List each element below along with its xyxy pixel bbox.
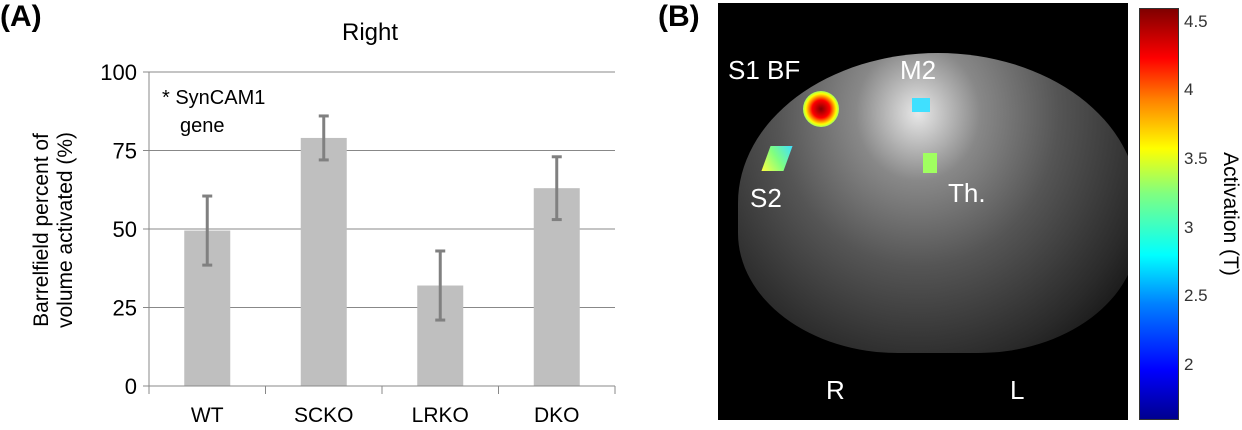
y-tick-label: 0 [125, 374, 137, 399]
label-s2: S2 [750, 183, 782, 213]
label-th: Th. [948, 178, 986, 208]
colorbar-tick-label: 3 [1184, 217, 1194, 237]
x-tick-label: LRKO [412, 404, 469, 427]
colorbar-tick-label: 4 [1184, 80, 1194, 100]
m2-activation [912, 98, 930, 112]
label-s1bf: S1 BF [728, 55, 801, 85]
colorbar-tick-label: 3.5 [1184, 149, 1208, 169]
x-tick-label: SCKO [294, 404, 354, 427]
panel-b-label: (B) [658, 0, 700, 33]
label-right: R [826, 375, 845, 405]
y-tick-label: 25 [113, 296, 137, 321]
label-left: L [1010, 375, 1025, 405]
y-axis-label-line1: Barrelfield percent of [30, 133, 53, 327]
y-tick-label: 100 [100, 60, 137, 85]
brain-activation-map: S1 BF M2 S2 Th. R L [718, 3, 1128, 420]
th-activation [923, 153, 937, 173]
colorbar-tick-label: 2 [1184, 355, 1194, 375]
panel-a-label: (A) [0, 0, 42, 33]
x-tick-label: DKO [534, 404, 580, 427]
label-m2: M2 [900, 55, 937, 85]
bar-chart: Right Barrelfield percent of volume acti… [30, 19, 616, 427]
brain-slice [738, 53, 1128, 353]
colorbar [1139, 8, 1179, 420]
colorbar-tick-label: 4.5 [1184, 11, 1208, 31]
s1bf-activation [803, 91, 839, 127]
colorbar-label: Activation (T) [1219, 152, 1242, 276]
annotation-line1: * SynCAM1 [162, 87, 265, 109]
y-axis-label-line2: volume activated (%) [54, 132, 77, 328]
colorbar-tick-label: 2.5 [1184, 286, 1208, 306]
bar-scko [300, 137, 347, 386]
y-tick-label: 50 [113, 217, 137, 242]
y-tick-label: 75 [113, 139, 137, 164]
x-tick-label: WT [191, 404, 224, 427]
annotation-line2: gene [180, 115, 225, 137]
chart-title: Right [342, 19, 398, 46]
bar-dko [533, 188, 580, 386]
